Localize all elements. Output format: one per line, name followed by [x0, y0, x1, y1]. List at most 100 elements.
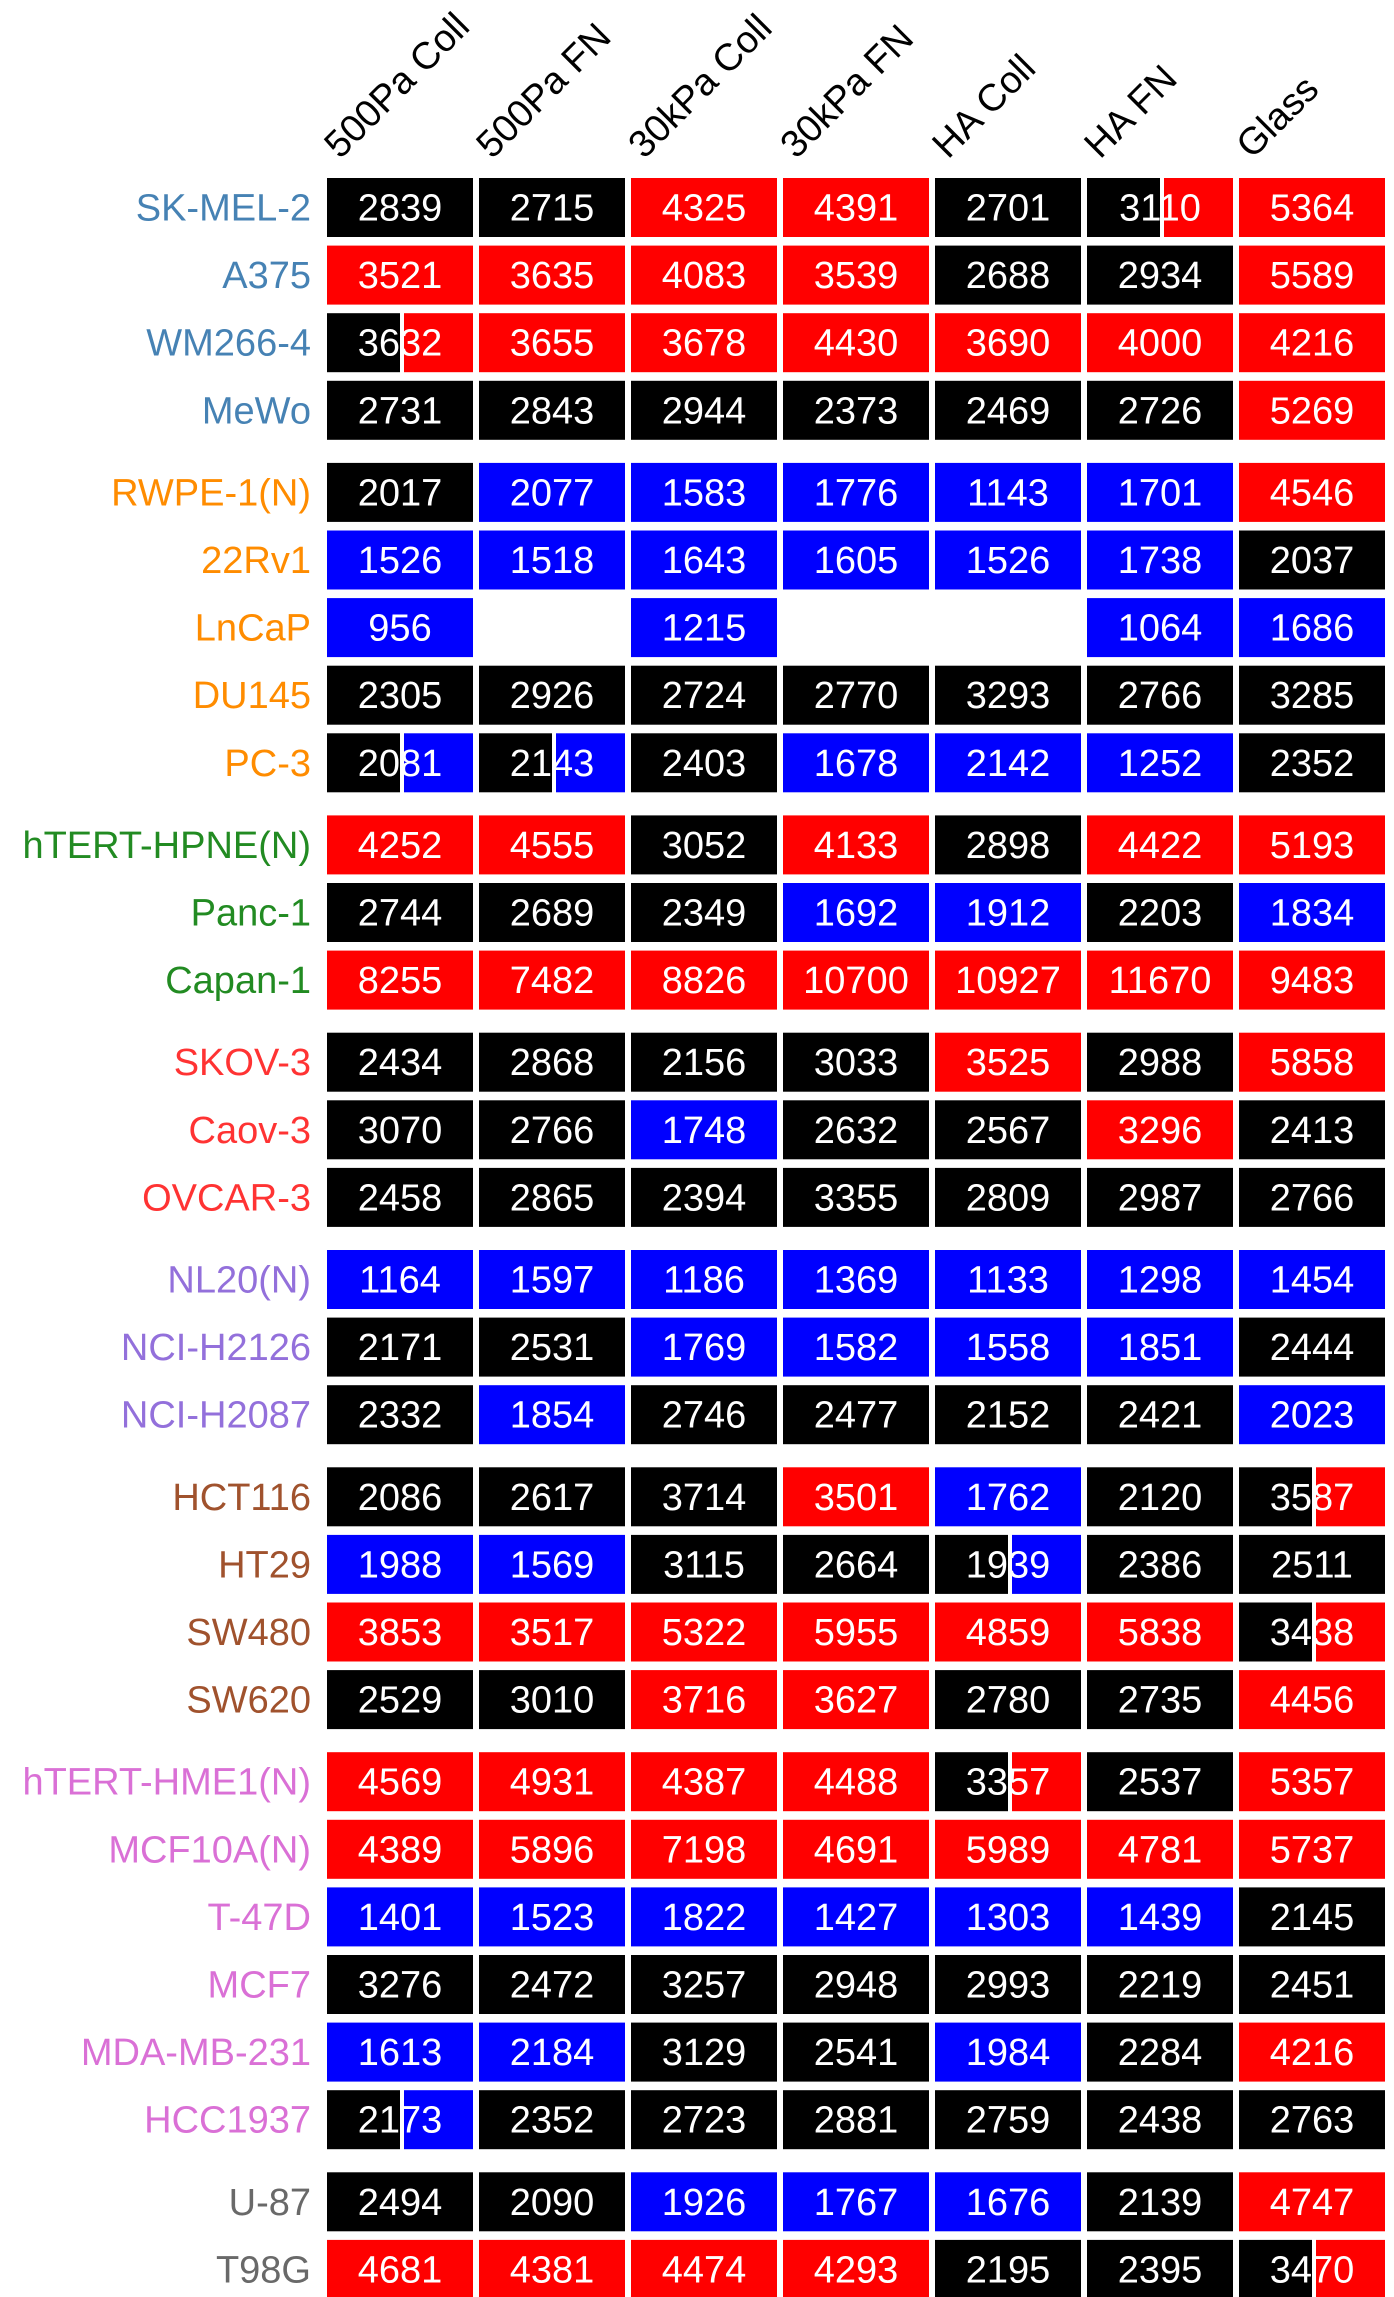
- heatmap-cell: [631, 1385, 777, 1445]
- cell-value: 2352: [510, 2100, 595, 2142]
- cell-value: 1454: [1270, 1260, 1355, 1302]
- cell-value: 10927: [955, 960, 1061, 1002]
- heatmap-cell: [631, 1955, 777, 2014]
- heatmap-cell: [1239, 2090, 1385, 2150]
- cell-value: 2746: [662, 1395, 747, 1437]
- heatmap-cell: [1087, 313, 1233, 373]
- cell-value: 2701: [966, 188, 1051, 230]
- heatmap-cell: [479, 883, 625, 942]
- row-label: NCI-H2126: [121, 1327, 311, 1369]
- cell-value: 1582: [814, 1327, 899, 1369]
- cell-value: 5589: [1270, 255, 1355, 297]
- cell-value: 3115: [663, 1544, 745, 1586]
- cell-value: 2770: [814, 675, 899, 717]
- heatmap-cell: [479, 1385, 625, 1445]
- cell-value: 2926: [510, 675, 595, 717]
- heatmap-cell: [1087, 665, 1233, 725]
- heatmap-cell: [1239, 178, 1385, 237]
- heatmap-cell-left: [327, 313, 400, 373]
- cell-value: 1762: [966, 1477, 1051, 1519]
- row-label: NL20(N): [167, 1260, 311, 1302]
- column-header: 500Pa Coll: [317, 5, 478, 166]
- cell-value: 4859: [966, 1612, 1051, 1654]
- heatmap-cell-left: [1239, 1467, 1312, 1527]
- cell-value: 5737: [1270, 1829, 1355, 1871]
- cell-value: 2184: [510, 2032, 595, 2074]
- cell-value: 1676: [966, 2182, 1051, 2224]
- heatmap-cell: [1239, 1955, 1385, 2014]
- heatmap-cell: [479, 1955, 625, 2014]
- heatmap-cell: [479, 1887, 625, 1947]
- cell-value: 2839: [358, 188, 443, 230]
- cell-value: 3655: [510, 323, 595, 365]
- heatmap-cell-left: [1239, 1602, 1312, 1662]
- cell-value: 3070: [358, 1110, 443, 1152]
- cell-value: 2203: [1118, 893, 1203, 935]
- heatmap-cell: [479, 2022, 625, 2082]
- cell-value: 5357: [1270, 1762, 1355, 1804]
- row-label: HT29: [218, 1544, 311, 1586]
- cell-value: 1133: [967, 1260, 1049, 1302]
- heatmap-cell: [327, 178, 473, 237]
- heatmap-cell-right: [1316, 2239, 1385, 2297]
- cell-value: 2472: [510, 1965, 595, 2007]
- cell-value: 1164: [359, 1260, 441, 1302]
- heatmap-cell: [783, 2022, 929, 2082]
- row-label: LnCaP: [195, 608, 311, 650]
- cell-value: 2567: [966, 1110, 1051, 1152]
- heatmap-cell: [327, 1955, 473, 2014]
- cell-value: 2759: [966, 2100, 1051, 2142]
- cell-value: 956: [368, 608, 431, 650]
- cell-value: 4681: [358, 2249, 443, 2291]
- cell-value: 2934: [1118, 255, 1203, 297]
- cell-value: 2664: [814, 1544, 899, 1586]
- heatmap-cell-right: [404, 2090, 473, 2150]
- cell-value: 2386: [1118, 1544, 1203, 1586]
- heatmap-cell: [783, 815, 929, 875]
- cell-value: 4391: [814, 188, 899, 230]
- cell-value: 4381: [510, 2249, 595, 2291]
- heatmap-cell: [1239, 950, 1385, 1010]
- cell-value: 5896: [510, 1829, 595, 1871]
- row-label: WM266-4: [146, 323, 311, 365]
- heatmap-cell: [783, 1887, 929, 1947]
- heatmap-cell: [631, 598, 777, 658]
- cell-value: 1912: [966, 893, 1051, 935]
- heatmap-cell: [783, 665, 929, 725]
- cell-value: 2156: [662, 1042, 747, 1084]
- heatmap-cell: [783, 1534, 929, 1594]
- cell-value: 1298: [1118, 1260, 1203, 1302]
- row-label: DU145: [193, 675, 311, 717]
- heatmap-cell: [327, 883, 473, 942]
- cell-value: 9483: [1270, 960, 1355, 1002]
- cell-value: 3438: [1270, 1612, 1355, 1654]
- heatmap-cell-right: [1012, 1752, 1081, 1812]
- cell-value: 1252: [1118, 743, 1203, 785]
- row-label: SKOV-3: [174, 1042, 311, 1084]
- cell-value: 2173: [358, 2100, 443, 2142]
- heatmap-cell: [783, 1752, 929, 1812]
- heatmap-cell: [1087, 1602, 1233, 1662]
- cell-value: 2142: [966, 743, 1051, 785]
- heatmap-cell: [1239, 1250, 1385, 1309]
- cell-value: 2451: [1270, 1965, 1355, 2007]
- heatmap-cell: [935, 1250, 1081, 1309]
- cell-value: 2219: [1118, 1965, 1203, 2007]
- heatmap-cell: [327, 245, 473, 305]
- cell-value: 3587: [1270, 1477, 1355, 1519]
- cell-value: 1303: [966, 1897, 1051, 1939]
- heatmap-cell: [327, 950, 473, 1010]
- cell-value: 1776: [814, 472, 899, 514]
- heatmap-cell: [327, 2239, 473, 2297]
- cell-value: 2421: [1118, 1395, 1203, 1437]
- heatmap-cell: [1087, 733, 1233, 793]
- heatmap-cell: [935, 1467, 1081, 1527]
- cell-value: 2688: [966, 255, 1051, 297]
- heatmap-cell: [479, 1602, 625, 1662]
- cell-value: 4546: [1270, 472, 1355, 514]
- heatmap-cell: [327, 1317, 473, 1377]
- cell-value: 4569: [358, 1762, 443, 1804]
- heatmap-cell: [783, 1467, 929, 1527]
- heatmap-cell: [631, 1032, 777, 1092]
- heatmap-cell: [1087, 462, 1233, 522]
